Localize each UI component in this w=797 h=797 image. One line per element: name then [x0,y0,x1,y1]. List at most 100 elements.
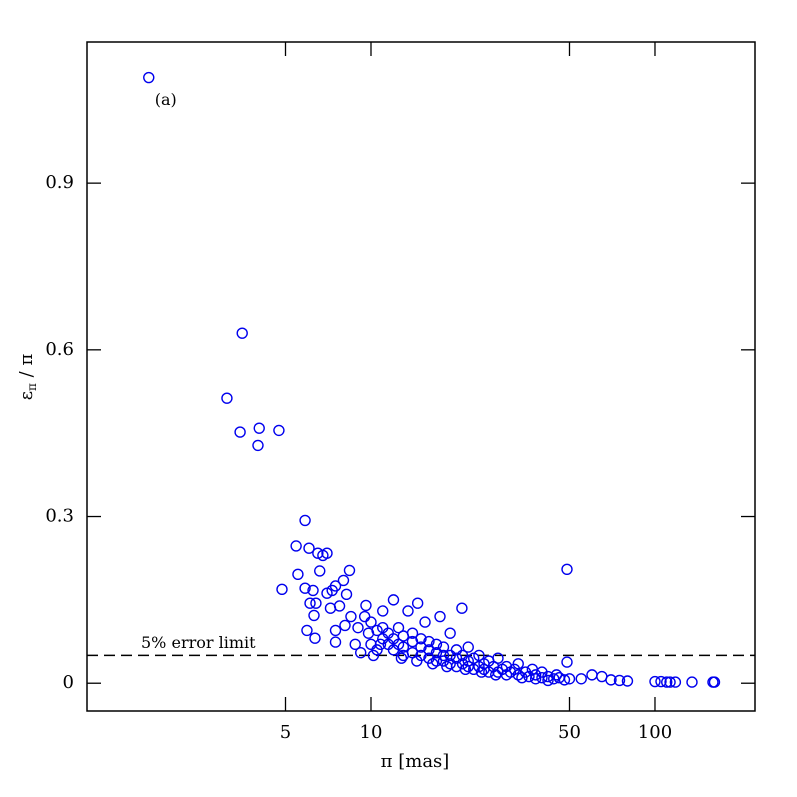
point [550,669,563,681]
y-axis-label: επ / π [16,354,39,401]
point [686,676,698,688]
point [292,568,304,581]
point [427,658,439,670]
point [437,649,450,662]
point [411,597,424,609]
point [352,621,364,634]
point [355,646,367,659]
point [299,582,311,594]
point [314,565,326,577]
point [365,638,377,651]
point [655,675,667,688]
point [324,602,337,614]
plot-frame [86,41,756,712]
point [387,594,400,606]
x-tick-label: 5 [280,722,291,743]
point [273,424,285,437]
point [221,392,233,404]
point [329,580,342,592]
point [345,610,357,623]
point [708,676,721,688]
point [310,597,322,609]
point [529,669,542,681]
point [459,663,472,676]
point [411,655,423,667]
point [419,616,431,628]
point [423,644,435,656]
point [661,676,673,688]
point [561,563,573,576]
point [402,605,414,617]
point [434,610,446,623]
point [307,584,319,597]
point [437,641,450,653]
point [444,649,456,662]
point [371,624,383,637]
point [444,658,456,670]
point [586,669,598,681]
x-tick-label: 100 [638,722,672,743]
point [490,669,502,681]
point [542,670,554,683]
point [377,621,389,634]
point [462,641,474,653]
point [456,602,468,614]
y-label-subscript: π [25,383,39,391]
point [397,641,410,653]
point [441,660,453,673]
point [395,652,408,664]
point [473,649,485,662]
point [444,627,456,639]
point [462,660,474,673]
point [299,514,311,527]
point [430,646,443,659]
point [252,439,264,452]
point [358,610,371,623]
point [321,547,333,559]
point [365,616,377,628]
point [374,638,387,651]
point [339,619,351,632]
point [236,327,248,339]
point [329,636,342,648]
point [669,676,682,688]
point [415,633,427,645]
point [512,658,524,670]
point [621,675,634,687]
point [536,671,548,684]
point [312,547,324,559]
y-tick-label: 0.3 [45,506,74,527]
y-tick-label: 0.9 [45,172,74,193]
point [529,673,542,685]
point [333,600,346,612]
point [430,655,443,667]
point [303,542,315,554]
point [430,638,443,651]
y-tick-label: 0 [63,672,74,693]
point [492,652,504,664]
point [143,71,155,84]
point [329,624,342,637]
annotation: (a) [155,90,177,109]
point [392,621,405,634]
point [253,422,265,434]
point [304,597,316,609]
point [649,675,661,688]
point [337,574,350,587]
point [301,624,313,637]
point [542,674,554,687]
point [523,670,535,683]
point [516,671,528,684]
x-axis-label: π [mas] [381,751,450,772]
point [308,609,320,622]
point [664,676,676,688]
y-tick-label: 0.6 [45,339,74,360]
point [309,632,321,644]
point [360,599,372,612]
x-tick-label: 50 [558,722,581,743]
point [371,644,383,656]
point [605,674,617,686]
point [343,564,356,577]
point [415,641,427,653]
